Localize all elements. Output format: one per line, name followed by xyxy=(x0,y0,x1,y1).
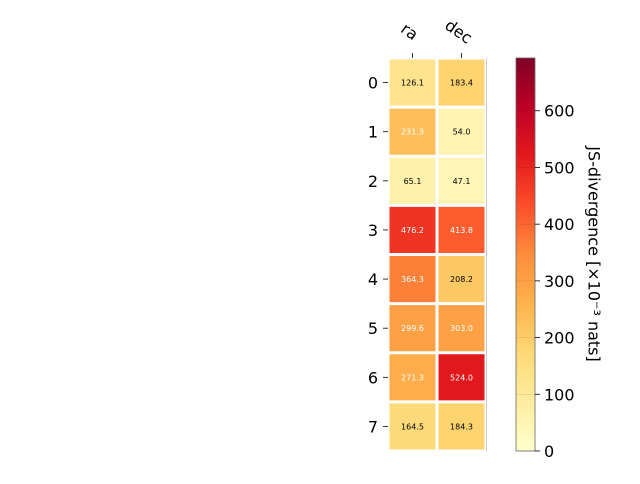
heatmap-cells: 126.1 183.4 231.3 54.0 65.1 47.1 476.2 413.8 364… xyxy=(389,58,487,451)
row-label: 6 xyxy=(368,368,378,387)
cell-value-label: 231.3 xyxy=(401,128,424,137)
heatmap-cell xyxy=(389,206,436,253)
colorbar-tick-label: 100 xyxy=(544,385,575,404)
heatmap-cell xyxy=(438,59,485,106)
cell-value-label: 364.3 xyxy=(401,275,424,284)
cell-value-label: 413.8 xyxy=(450,226,473,235)
cell-value-label: 65.1 xyxy=(404,177,422,186)
colorbar-tick-label: 500 xyxy=(544,158,575,177)
cell-value-label: 299.6 xyxy=(401,324,424,333)
heatmap-cell xyxy=(389,305,436,352)
colorbar-ticks: 0 100 200 300 400 500 600 xyxy=(516,102,575,461)
cell-value-label: 54.0 xyxy=(453,128,471,137)
cell-value-label: 183.4 xyxy=(450,79,473,88)
heatmap-cell xyxy=(438,157,485,204)
row-label: 3 xyxy=(368,221,378,240)
colorbar-tick-label: 0 xyxy=(544,442,554,461)
column-labels: ra dec xyxy=(397,15,476,58)
cell-value-label: 184.3 xyxy=(450,422,473,431)
heatmap-cell xyxy=(389,354,436,401)
heatmap-cell xyxy=(389,59,436,106)
cell-value-label: 47.1 xyxy=(453,177,471,186)
colorbar-tick-label: 200 xyxy=(544,329,575,348)
heatmap-cell xyxy=(438,305,485,352)
colorbar-gradient xyxy=(515,57,536,452)
colorbar: 0 100 200 300 400 500 600 JS-divergence [×10⁻³… xyxy=(515,57,604,461)
cell-value-label: 271.3 xyxy=(401,373,424,382)
heatmap-cell xyxy=(438,354,485,401)
cell-value-label: 126.1 xyxy=(401,79,424,88)
column-label: dec xyxy=(441,15,475,47)
colorbar-tick-label: 400 xyxy=(544,215,575,234)
heatmap-cell xyxy=(389,256,436,303)
colorbar-label: JS-divergence [×10⁻³ nats] xyxy=(585,145,604,361)
heatmap-cell xyxy=(438,256,485,303)
heatmap-cell xyxy=(389,157,436,204)
heatmap-cell xyxy=(438,206,485,253)
column-label: ra xyxy=(397,19,421,44)
row-label: 5 xyxy=(368,319,378,338)
row-label: 1 xyxy=(368,123,378,142)
row-label: 7 xyxy=(368,417,378,436)
colorbar-tick-label: 300 xyxy=(544,272,575,291)
row-label: 0 xyxy=(368,74,378,93)
colorbar-tick-label: 600 xyxy=(544,102,575,121)
cell-value-label: 164.5 xyxy=(401,422,424,431)
row-label: 4 xyxy=(368,270,378,289)
row-label: 2 xyxy=(368,172,378,191)
cell-value-label: 524.0 xyxy=(450,373,473,382)
cell-value-label: 476.2 xyxy=(401,226,424,235)
heatmap-cell xyxy=(389,108,436,155)
cell-value-label: 208.2 xyxy=(450,275,473,284)
heatmap-cell xyxy=(438,108,485,155)
cell-value-label: 303.0 xyxy=(450,324,473,333)
heatmap-cell xyxy=(438,403,485,450)
heatmap-cell xyxy=(389,403,436,450)
row-labels: 0 1 2 3 4 5 6 7 xyxy=(368,74,388,436)
